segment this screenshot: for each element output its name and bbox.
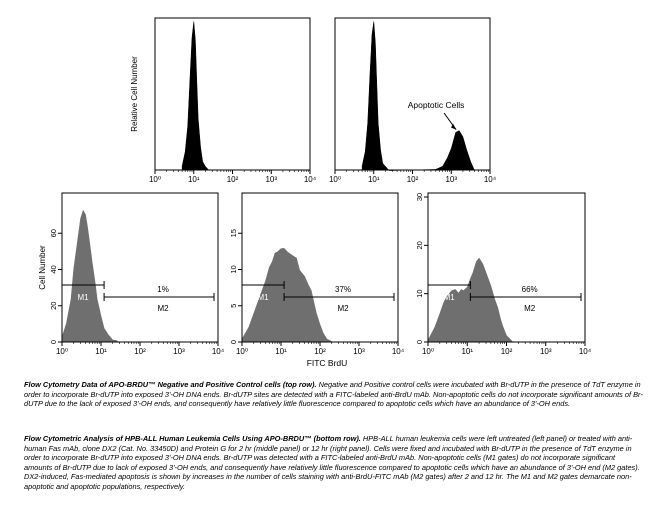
annotation-arrowhead: [451, 123, 457, 130]
histogram-area: [181, 21, 210, 172]
y-tick-label: 10: [415, 289, 424, 297]
x-tick-label: 10³: [173, 347, 185, 356]
x-tick-label: 10²: [227, 175, 239, 184]
caption-top-body: Negative and Positive control cells were…: [24, 380, 643, 409]
figure: 10⁰ 10¹ 10² 10³ 10⁴ Relative Cell Number 10⁰ 10…: [38, 17, 592, 368]
gate-m1-label: M1: [444, 293, 456, 302]
gate-m1-label: M1: [77, 293, 89, 302]
x-tick-label: 10³: [353, 347, 365, 356]
y-tick-label: 20: [415, 241, 424, 249]
caption-bottom-title: Flow Cytometric Analysis of HPB-ALL Huma…: [24, 434, 361, 443]
y-axis-label: Cell Number: [38, 245, 47, 290]
y-tick-label: 10: [229, 265, 238, 273]
plot-frame: [334, 17, 491, 171]
caption-bottom-body: HPB-ALL human leukemia cells were left u…: [24, 434, 640, 491]
panel-bottom-middle: 10⁰ 10¹ 10² 10³ 10⁴ 0 5 10 15 FITC BrdU M1 M2 37%: [229, 192, 405, 368]
panel-top-right: 10⁰ 10¹ 10² 10³ 10⁴ Apoptotic Cells: [329, 17, 497, 184]
y-tick-label: 40: [49, 265, 58, 273]
gate-percent-label: 66%: [522, 285, 538, 294]
y-axis-label: Relative Cell Number: [130, 56, 139, 132]
x-tick-label: 10⁴: [579, 347, 592, 356]
x-tick-label: 10⁰: [149, 175, 161, 184]
y-tick-label: 15: [229, 229, 238, 237]
x-tick-label: 10¹: [461, 347, 473, 356]
panel-top-left: 10⁰ 10¹ 10² 10³ 10⁴ Relative Cell Number: [130, 17, 317, 184]
gate-percent-label: 37%: [335, 285, 351, 294]
gate-m2-label: M2: [524, 304, 536, 313]
x-tick-label: 10⁰: [329, 175, 341, 184]
x-tick-label: 10⁰: [422, 347, 434, 356]
y-tick-label: 0: [49, 340, 58, 344]
x-tick-label: 10⁴: [304, 175, 317, 184]
histogram-area: [241, 248, 332, 343]
x-tick-label: 10⁰: [56, 347, 68, 356]
x-tick-label: 10⁴: [484, 175, 497, 184]
x-tick-label: 10¹: [95, 347, 107, 356]
x-tick-label: 10⁴: [212, 347, 225, 356]
x-tick-label: 10³: [445, 175, 457, 184]
y-tick-label: 5: [229, 304, 238, 308]
gate-percent-label: 1%: [157, 285, 169, 294]
y-tick-label: 20: [49, 302, 58, 310]
x-tick-label: 10²: [501, 347, 513, 356]
x-tick-label: 10²: [314, 347, 326, 356]
gate-m1-label: M1: [257, 293, 269, 302]
caption-bottom-row: Flow Cytometric Analysis of HPB-ALL Huma…: [24, 434, 644, 492]
x-tick-label: 10³: [540, 347, 552, 356]
x-tick-label: 10²: [407, 175, 419, 184]
gate-m2-label: M2: [337, 304, 349, 313]
gate-m2-label: M2: [157, 304, 169, 313]
y-tick-label: 0: [229, 340, 238, 344]
x-tick-label: 10²: [134, 347, 146, 356]
caption-top-row: Flow Cytometry Data of APO-BRDU™ Negativ…: [24, 380, 644, 409]
x-tick-label: 10⁰: [236, 347, 248, 356]
plot-frame: [154, 17, 311, 171]
x-tick-label: 10¹: [188, 175, 200, 184]
y-tick-label: 0: [415, 340, 424, 344]
x-tick-label: 10³: [265, 175, 277, 184]
histogram-area: [61, 209, 120, 344]
x-axis-label: FITC BrdU: [307, 358, 348, 368]
x-tick-label: 10¹: [368, 175, 380, 184]
caption-top-title: Flow Cytometry Data of APO-BRDU™ Negativ…: [24, 380, 317, 389]
annotation-label: Apoptotic Cells: [408, 100, 465, 110]
y-tick-label: 60: [49, 229, 58, 237]
x-tick-label: 10⁴: [392, 347, 405, 356]
panel-bottom-right: 10⁰ 10¹ 10² 10³ 10⁴ 0 10 20 30 M1 M2 66%: [415, 192, 592, 356]
y-tick-label: 30: [415, 193, 424, 201]
histogram-area: [361, 21, 475, 171]
x-tick-label: 10¹: [275, 347, 287, 356]
